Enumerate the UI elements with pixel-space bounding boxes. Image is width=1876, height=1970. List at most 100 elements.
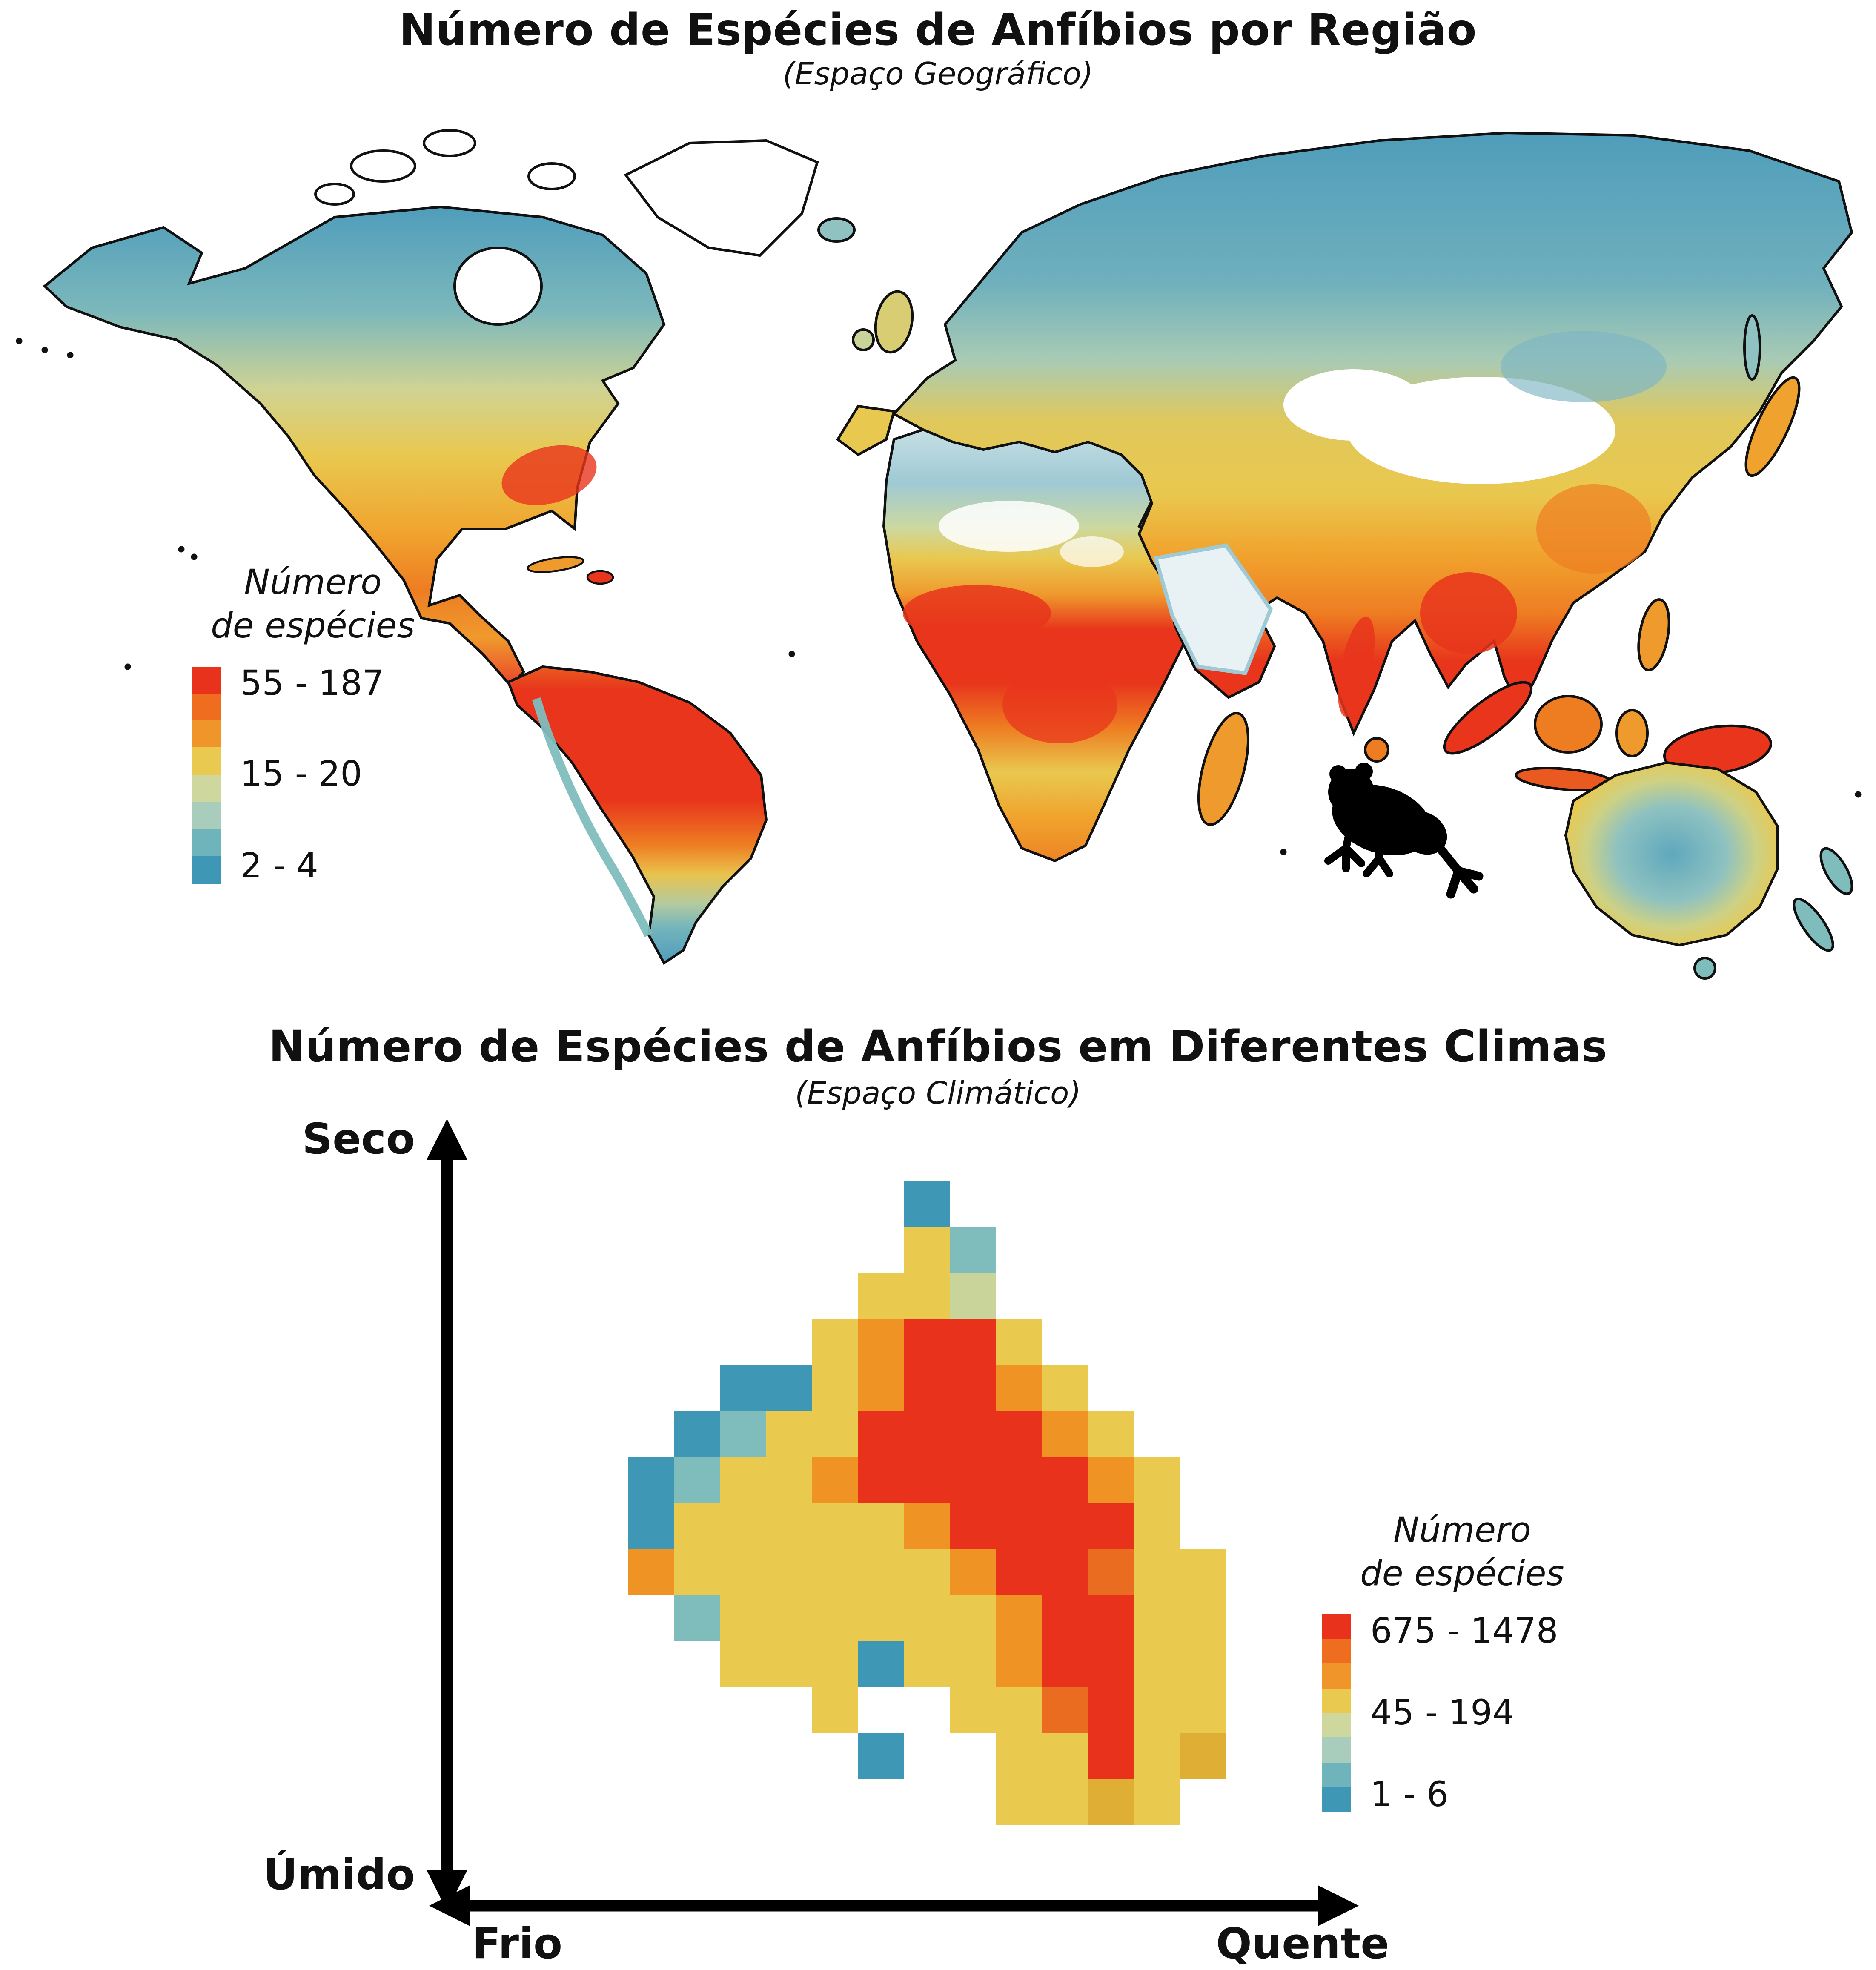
heatmap-cell — [904, 1457, 950, 1503]
heatmap-cell — [812, 1595, 858, 1641]
heatmap-cell — [1134, 1779, 1180, 1825]
world-map — [16, 129, 1862, 980]
heatmap-cell — [996, 1319, 1042, 1365]
heatmap-cell — [720, 1411, 766, 1457]
heatmap-cell — [950, 1365, 996, 1411]
heatmap-cell — [950, 1549, 996, 1595]
heatmap-cell — [720, 1641, 766, 1687]
heatmap-cell — [1180, 1641, 1226, 1687]
heatmap-cell — [1042, 1641, 1088, 1687]
heatmap-cell — [720, 1503, 766, 1549]
south-america — [507, 665, 768, 965]
heatmap-cell — [812, 1457, 858, 1503]
heatmap-cell — [1042, 1411, 1088, 1457]
heatmap-cell — [996, 1549, 1042, 1595]
heatmap-cell — [904, 1549, 950, 1595]
climate-legend: Número de espécies 675 - 1478 45 - 194 1… — [1322, 1510, 1603, 1812]
sakhalin — [1743, 314, 1761, 381]
heatmap-cell — [904, 1595, 950, 1641]
cuba — [527, 556, 584, 573]
heatmap-cell — [674, 1549, 720, 1595]
hispaniola — [586, 570, 614, 585]
axis-label-umido: Úmido — [263, 1850, 415, 1899]
congo-hotspot — [1002, 667, 1117, 743]
colorbar-segment — [192, 856, 221, 883]
iceland — [817, 217, 856, 243]
ireland — [852, 328, 875, 351]
heatmap-cell — [950, 1319, 996, 1365]
sulawesi — [1615, 709, 1649, 757]
heatmap-cell — [766, 1503, 812, 1549]
heatmap-cell — [904, 1365, 950, 1411]
climate-legend-title-line1: Número — [1393, 1511, 1531, 1551]
heatmap-cell — [950, 1595, 996, 1641]
ocean-islets — [16, 338, 1862, 855]
heatmap-cell — [1134, 1733, 1180, 1779]
heatmap-cell — [996, 1687, 1042, 1733]
colorbar-segment — [192, 693, 221, 720]
madagascar — [1197, 712, 1250, 826]
heatmap-cell — [1088, 1549, 1134, 1595]
heatmap-cell — [1180, 1733, 1226, 1779]
axis-label-quente: Quente — [1216, 1918, 1389, 1968]
heatmap-cell — [1088, 1411, 1134, 1457]
heatmap-cell — [674, 1595, 720, 1641]
axes-arrows — [427, 1119, 1359, 1926]
heatmap-cell — [858, 1457, 904, 1503]
heatmap-cell — [904, 1181, 950, 1227]
india-ghats-hotspot — [1338, 617, 1375, 717]
heatmap-cell — [904, 1503, 950, 1549]
heatmap-cell — [812, 1365, 858, 1411]
heatmap-cell — [1042, 1733, 1088, 1779]
heatmap-cell — [996, 1595, 1042, 1641]
iberia — [836, 404, 896, 456]
heatmap-cell — [1042, 1503, 1088, 1549]
heatmap-cell — [720, 1365, 766, 1411]
heatmap-cell — [720, 1595, 766, 1641]
arctic-island — [350, 149, 416, 183]
colorbar-segment — [1322, 1713, 1351, 1738]
heatmap-cell — [996, 1503, 1042, 1549]
heatmap-cell — [1088, 1457, 1134, 1503]
colorbar-segment — [192, 720, 221, 748]
heatmap-cell — [950, 1503, 996, 1549]
heatmap-cell — [858, 1595, 904, 1641]
heatmap-cell — [1042, 1365, 1088, 1411]
climate-panel-title: Número de Espécies de Anfíbios em Difere… — [269, 1022, 1607, 1073]
heatmap-cell — [812, 1411, 858, 1457]
north-america — [43, 205, 666, 688]
heatmap-cell — [720, 1549, 766, 1595]
heatmap-cell — [628, 1457, 674, 1503]
heatmap-cell — [1134, 1595, 1180, 1641]
heatmap-cell — [858, 1365, 904, 1411]
heatmap-cell — [1088, 1779, 1134, 1825]
heatmap-cell — [812, 1641, 858, 1687]
britain — [874, 290, 914, 354]
new-zealand-south — [1793, 898, 1834, 952]
south-china-hotspot — [1536, 484, 1651, 574]
heatmap-cell — [858, 1733, 904, 1779]
colorbar-segment — [192, 666, 221, 694]
heatmap-cell — [766, 1641, 812, 1687]
heatmap-cell — [674, 1503, 720, 1549]
heatmap-cell — [1088, 1687, 1134, 1733]
axis-label-frio: Frio — [472, 1918, 563, 1968]
heatmap-cell — [674, 1457, 720, 1503]
frog-icon — [1324, 763, 1484, 899]
heatmap-cell — [1134, 1457, 1180, 1503]
heatmap-cell — [858, 1549, 904, 1595]
heatmap-cell — [950, 1411, 996, 1457]
geo-legend-title-line1: Número — [244, 563, 382, 603]
arctic-island — [527, 162, 576, 190]
arctic-island — [423, 129, 476, 157]
heatmap-cell — [1088, 1641, 1134, 1687]
heatmap-cell — [720, 1457, 766, 1503]
heatmap-cell — [1042, 1687, 1088, 1733]
climate-heatmap — [536, 1181, 1272, 1825]
heatmap-cell — [1134, 1503, 1180, 1549]
heatmap-cell — [858, 1273, 904, 1319]
heatmap-cell — [766, 1595, 812, 1641]
heatmap-cell — [950, 1641, 996, 1687]
heatmap-cell — [996, 1779, 1042, 1825]
heatmap-cell — [1042, 1457, 1088, 1503]
